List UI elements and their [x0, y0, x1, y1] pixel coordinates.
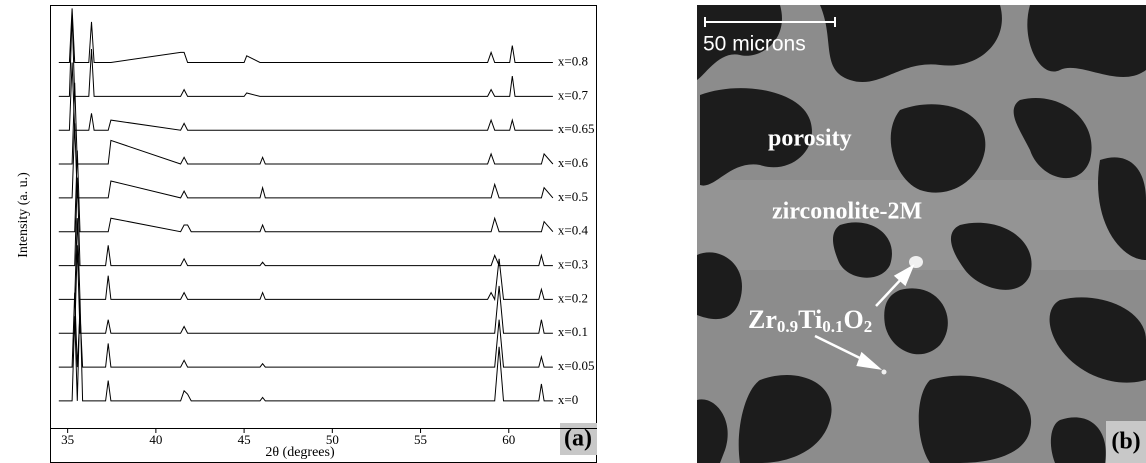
series-label: x=0.6	[558, 155, 589, 170]
phase-label: zirconolite-2M	[772, 199, 922, 225]
series-label: x=0.1	[558, 324, 588, 339]
micrograph-band	[697, 180, 1146, 270]
pore	[700, 88, 812, 186]
pore	[1098, 157, 1146, 260]
y-axis-label: Intensity (a. u.)	[16, 172, 31, 258]
xrd-pattern	[58, 62, 553, 131]
plot-area: 35 40 45 50 55 60 x=0 x=0.05 x=0.1 x=0.2 x=0.3 x=0.…	[50, 8, 597, 447]
pore	[884, 288, 948, 355]
x-axis-label: 2θ (degrees)	[265, 445, 335, 460]
series-label: x=0	[558, 392, 578, 407]
xrd-pattern	[58, 177, 553, 267]
xrd-pattern	[58, 82, 554, 165]
scale-bar	[704, 17, 836, 27]
pore	[697, 399, 728, 463]
phase-label: porosity	[768, 126, 852, 152]
scale-bar-label: 50 microns	[703, 33, 806, 56]
xrd-pattern	[58, 8, 553, 63]
element: Ti	[798, 305, 822, 334]
series-label: x=0.3	[558, 257, 588, 272]
arrow	[814, 334, 869, 364]
xrd-pattern	[58, 123, 554, 199]
x-tick-label: 35	[61, 432, 74, 447]
x-tick-label: 60	[502, 432, 515, 447]
x-tick-label: 45	[238, 432, 251, 447]
series-label: x=0.65	[558, 121, 595, 136]
element: Zr	[748, 305, 777, 334]
pore	[890, 104, 986, 193]
pores	[697, 5, 1146, 463]
subscript: 0.1	[822, 317, 843, 336]
pore	[697, 252, 742, 320]
xrd-pattern	[58, 150, 554, 233]
micrograph: 50 microns porosity zirconolite-2M Zr0.9…	[697, 5, 1146, 463]
pore	[697, 5, 782, 80]
plot-frame	[50, 5, 597, 463]
pore	[1013, 98, 1092, 179]
panel-label: (a)	[564, 426, 592, 452]
arrowhead	[893, 264, 915, 287]
series-label: x=0.05	[558, 358, 595, 373]
panel-label-bg	[1106, 421, 1146, 463]
series-label: x=0.7	[558, 87, 589, 102]
xrd-pattern	[58, 292, 553, 368]
series-label: x=0.8	[558, 54, 588, 69]
arrows	[814, 264, 915, 370]
pore	[918, 375, 1032, 463]
pore	[1027, 5, 1146, 78]
series-label: x=0.4	[558, 223, 589, 238]
element: O	[844, 305, 864, 334]
panel-label: (b)	[1111, 429, 1140, 455]
pore	[1050, 417, 1106, 463]
pore	[738, 374, 832, 463]
x-tick-label: 55	[414, 432, 427, 447]
x-tick-label: 50	[326, 432, 339, 447]
xrd-pattern	[58, 15, 553, 97]
pore	[833, 222, 892, 278]
x-tick-label: 40	[149, 432, 162, 447]
xrd-pattern	[58, 218, 553, 302]
xrd-pattern	[58, 245, 553, 334]
arrowhead	[856, 351, 883, 370]
xrd-pattern	[58, 299, 553, 402]
zirconia-grain	[909, 256, 923, 268]
pore	[950, 222, 1032, 290]
series-label: x=0.2	[558, 290, 588, 305]
subscript: 2	[864, 317, 873, 336]
formula-label: Zr0.9Ti0.1O2	[748, 305, 872, 336]
series-label: x=0.5	[558, 189, 588, 204]
zirconia-grain	[881, 369, 887, 375]
pore	[820, 5, 1002, 83]
subscript: 0.9	[777, 317, 798, 336]
pore	[1049, 297, 1146, 383]
